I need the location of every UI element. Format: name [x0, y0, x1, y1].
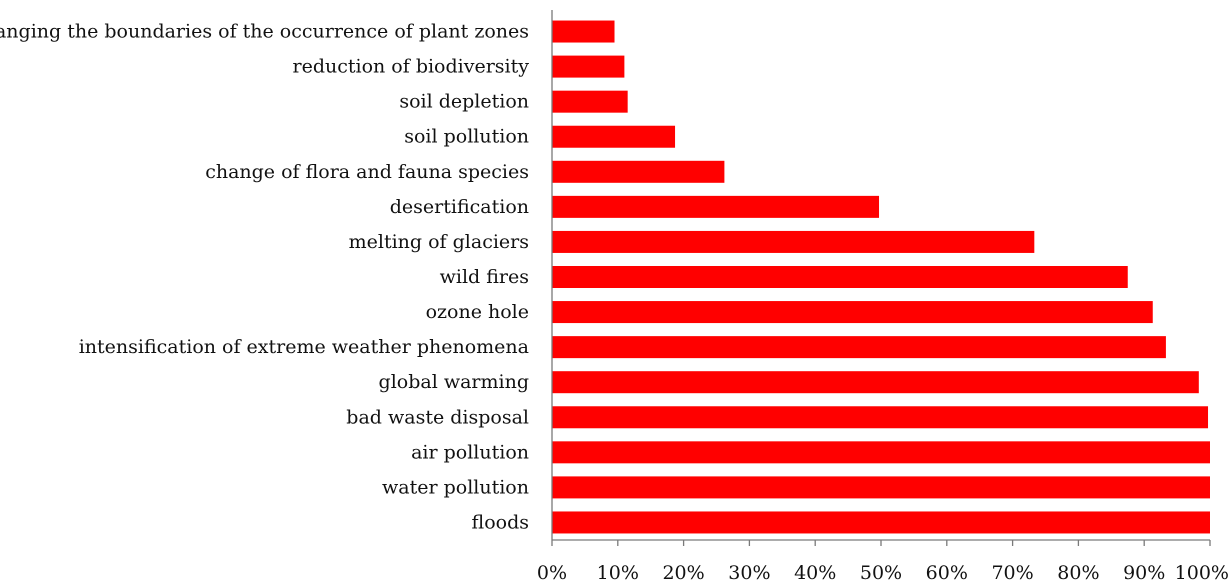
bar-7: [552, 266, 1128, 288]
bar-6: [552, 230, 1035, 253]
category-label-14: floods: [472, 511, 529, 533]
bar-5: [552, 195, 880, 218]
bar-0: [552, 20, 615, 43]
bar-4: [552, 160, 725, 183]
category-label-3: soil pollution: [404, 126, 529, 148]
x-tick-label-3: 30%: [728, 562, 770, 584]
bar-11: [552, 406, 1209, 429]
category-label-0: changing the boundaries of the occurrenc…: [0, 21, 529, 43]
bar-14: [552, 511, 1210, 534]
category-label-10: global warming: [379, 371, 529, 393]
x-tick-label-10: 100%: [1175, 562, 1229, 584]
bars-group: [552, 20, 1210, 534]
category-label-2: soil depletion: [399, 91, 529, 113]
category-label-7: wild fires: [440, 266, 529, 288]
bar-8: [552, 301, 1153, 324]
bar-10: [552, 371, 1199, 394]
category-label-1: reduction of biodiversity: [293, 56, 530, 78]
x-tick-label-0: 0%: [537, 562, 567, 584]
bar-2: [552, 90, 628, 113]
bar-12: [552, 441, 1210, 464]
x-tick-label-2: 20%: [662, 562, 704, 584]
bar-13: [552, 476, 1210, 499]
category-label-12: air pollution: [411, 441, 529, 463]
category-label-11: bad waste disposal: [346, 406, 529, 428]
category-label-13: water pollution: [382, 476, 529, 498]
x-tick-label-9: 90%: [1123, 562, 1165, 584]
x-tick-label-6: 60%: [926, 562, 968, 584]
category-label-4: change of flora and fauna species: [205, 161, 529, 183]
bar-3: [552, 125, 676, 148]
category-label-6: melting of glaciers: [349, 231, 529, 253]
bar-1: [552, 55, 625, 78]
category-label-8: ozone hole: [426, 301, 529, 323]
bar-9: [552, 336, 1166, 359]
x-axis-ticks: 0% 10% 20% 30% 40% 50% 60% 70% 80% 90% 100%: [537, 540, 1229, 584]
x-tick-label-7: 70%: [991, 562, 1033, 584]
category-label-9: intensification of extreme weather pheno…: [79, 336, 529, 358]
x-tick-label-4: 40%: [794, 562, 836, 584]
x-tick-label-1: 10%: [597, 562, 639, 584]
x-tick-label-8: 80%: [1057, 562, 1099, 584]
category-labels: changing the boundaries of the occurrenc…: [0, 21, 529, 534]
category-label-5: desertification: [390, 196, 529, 218]
x-tick-label-5: 50%: [860, 562, 902, 584]
